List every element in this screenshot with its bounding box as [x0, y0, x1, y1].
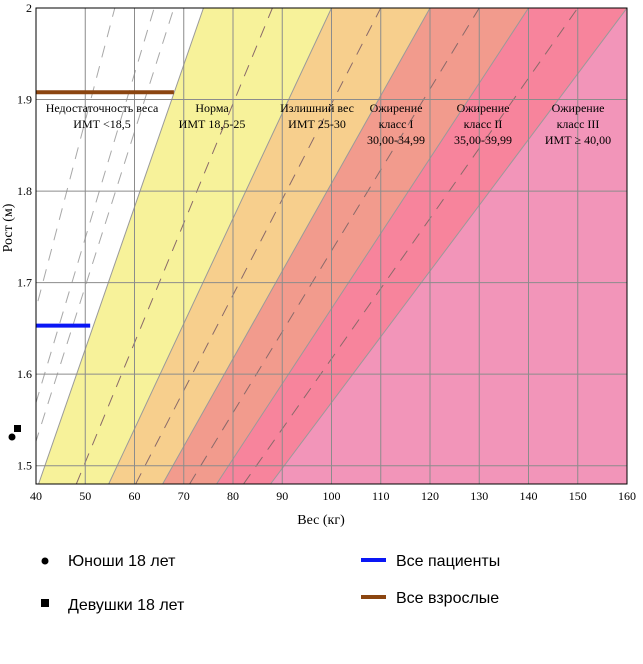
zone-label-5-0: Ожирение [552, 101, 605, 115]
y-tick-label-1: 1.6 [17, 367, 32, 381]
bmi-dashed-0 [36, 8, 116, 311]
x-tick-label-3: 70 [178, 489, 190, 503]
zone-label-3-2: 30,00-34,99 [367, 133, 425, 147]
zone-label-1-0: Норма [195, 101, 229, 115]
bmi-boundary-1 [38, 8, 204, 484]
legend-adults-label: Все взрослые [396, 590, 499, 607]
y-tick-label-3: 1.8 [17, 184, 32, 198]
legend-girls-marker [41, 599, 49, 607]
bmi-boundary-5 [270, 8, 627, 484]
bmi-zones [36, 8, 627, 484]
bmi-boundary-3 [162, 8, 431, 484]
zone-label-5-1: класс III [557, 117, 600, 131]
y-axis-title: Рост (м) [1, 203, 16, 252]
bmi-zone-4 [216, 8, 627, 484]
legend-girls-label: Девушки 18 лет [68, 597, 185, 614]
bmi-boundary-2 [108, 8, 332, 484]
zone-label-3-1: класс I [379, 117, 414, 131]
y-tick-label-4: 1.9 [17, 93, 32, 107]
x-tick-label-6: 100 [323, 489, 341, 503]
grid-lines [36, 8, 627, 484]
legend-patients-label: Все пациенты [396, 553, 500, 570]
legend-boys-label: Юноши 18 лет [68, 553, 176, 570]
bmi-zone-0 [36, 8, 204, 484]
bmi-zone-3 [162, 8, 529, 484]
bmi-boundary-4 [216, 8, 529, 484]
x-tick-label-2: 60 [129, 489, 141, 503]
bmi-dashed-4 [135, 8, 382, 484]
marker-boys-18 [8, 433, 16, 441]
zone-label-0-0: Недостаточность веса [46, 101, 159, 115]
plot-frame [35, 7, 628, 485]
legend-boys-marker [41, 557, 49, 565]
bmi-zone-1 [38, 8, 332, 484]
y-tick-label-5: 2 [26, 1, 32, 15]
x-axis-title: Вес (кг) [297, 513, 345, 528]
zone-label-2-1: ИМТ 25-30 [288, 117, 346, 131]
bmi-zone-2 [108, 8, 430, 484]
zone-label-4-0: Ожирение [457, 101, 510, 115]
zone-label-1-1: ИМТ 18,5-25 [179, 117, 246, 131]
zone-label-5-2: ИМТ ≥ 40,00 [545, 133, 611, 147]
x-tick-label-9: 130 [470, 489, 488, 503]
legend: Юноши 18 лет Девушки 18 лет Все пациенты… [41, 553, 500, 614]
bmi-dashed-3 [75, 8, 273, 484]
zone-label-2-0: Излишний вес [280, 101, 354, 115]
x-tick-labels: 40 50 60 70 80 90 100 110 120 130 140 150 160 [30, 489, 636, 503]
y-tick-labels: 1.5 1.6 1.7 1.8 1.9 2 [17, 1, 32, 473]
bmi-dashed-6 [243, 8, 579, 484]
x-tick-label-8: 120 [421, 489, 439, 503]
x-tick-label-5: 90 [276, 489, 288, 503]
zone-labels: Недостаточность веса ИМТ <18,5 Норма ИМТ 18… [46, 101, 611, 147]
x-tick-label-7: 110 [372, 489, 390, 503]
y-tick-label-0: 1.5 [17, 459, 32, 473]
series-lines [36, 90, 174, 328]
x-tick-label-11: 150 [569, 489, 587, 503]
x-tick-label-1: 50 [79, 489, 91, 503]
x-tick-label-4: 80 [227, 489, 239, 503]
y-tick-label-2: 1.7 [17, 276, 32, 290]
x-tick-label-12: 160 [618, 489, 636, 503]
x-tick-label-0: 40 [30, 489, 42, 503]
zone-label-4-1: класс II [464, 117, 503, 131]
zone-label-4-2: 35,00-39,99 [454, 133, 512, 147]
marker-girls-18 [14, 425, 21, 432]
side-markers [8, 425, 21, 441]
bmi-dashed-5 [189, 8, 480, 484]
x-tick-label-10: 140 [520, 489, 538, 503]
zone-label-3-0: Ожирение [370, 101, 423, 115]
zone-label-0-1: ИМТ <18,5 [73, 117, 130, 131]
bmi-dashed-lines [36, 8, 579, 484]
